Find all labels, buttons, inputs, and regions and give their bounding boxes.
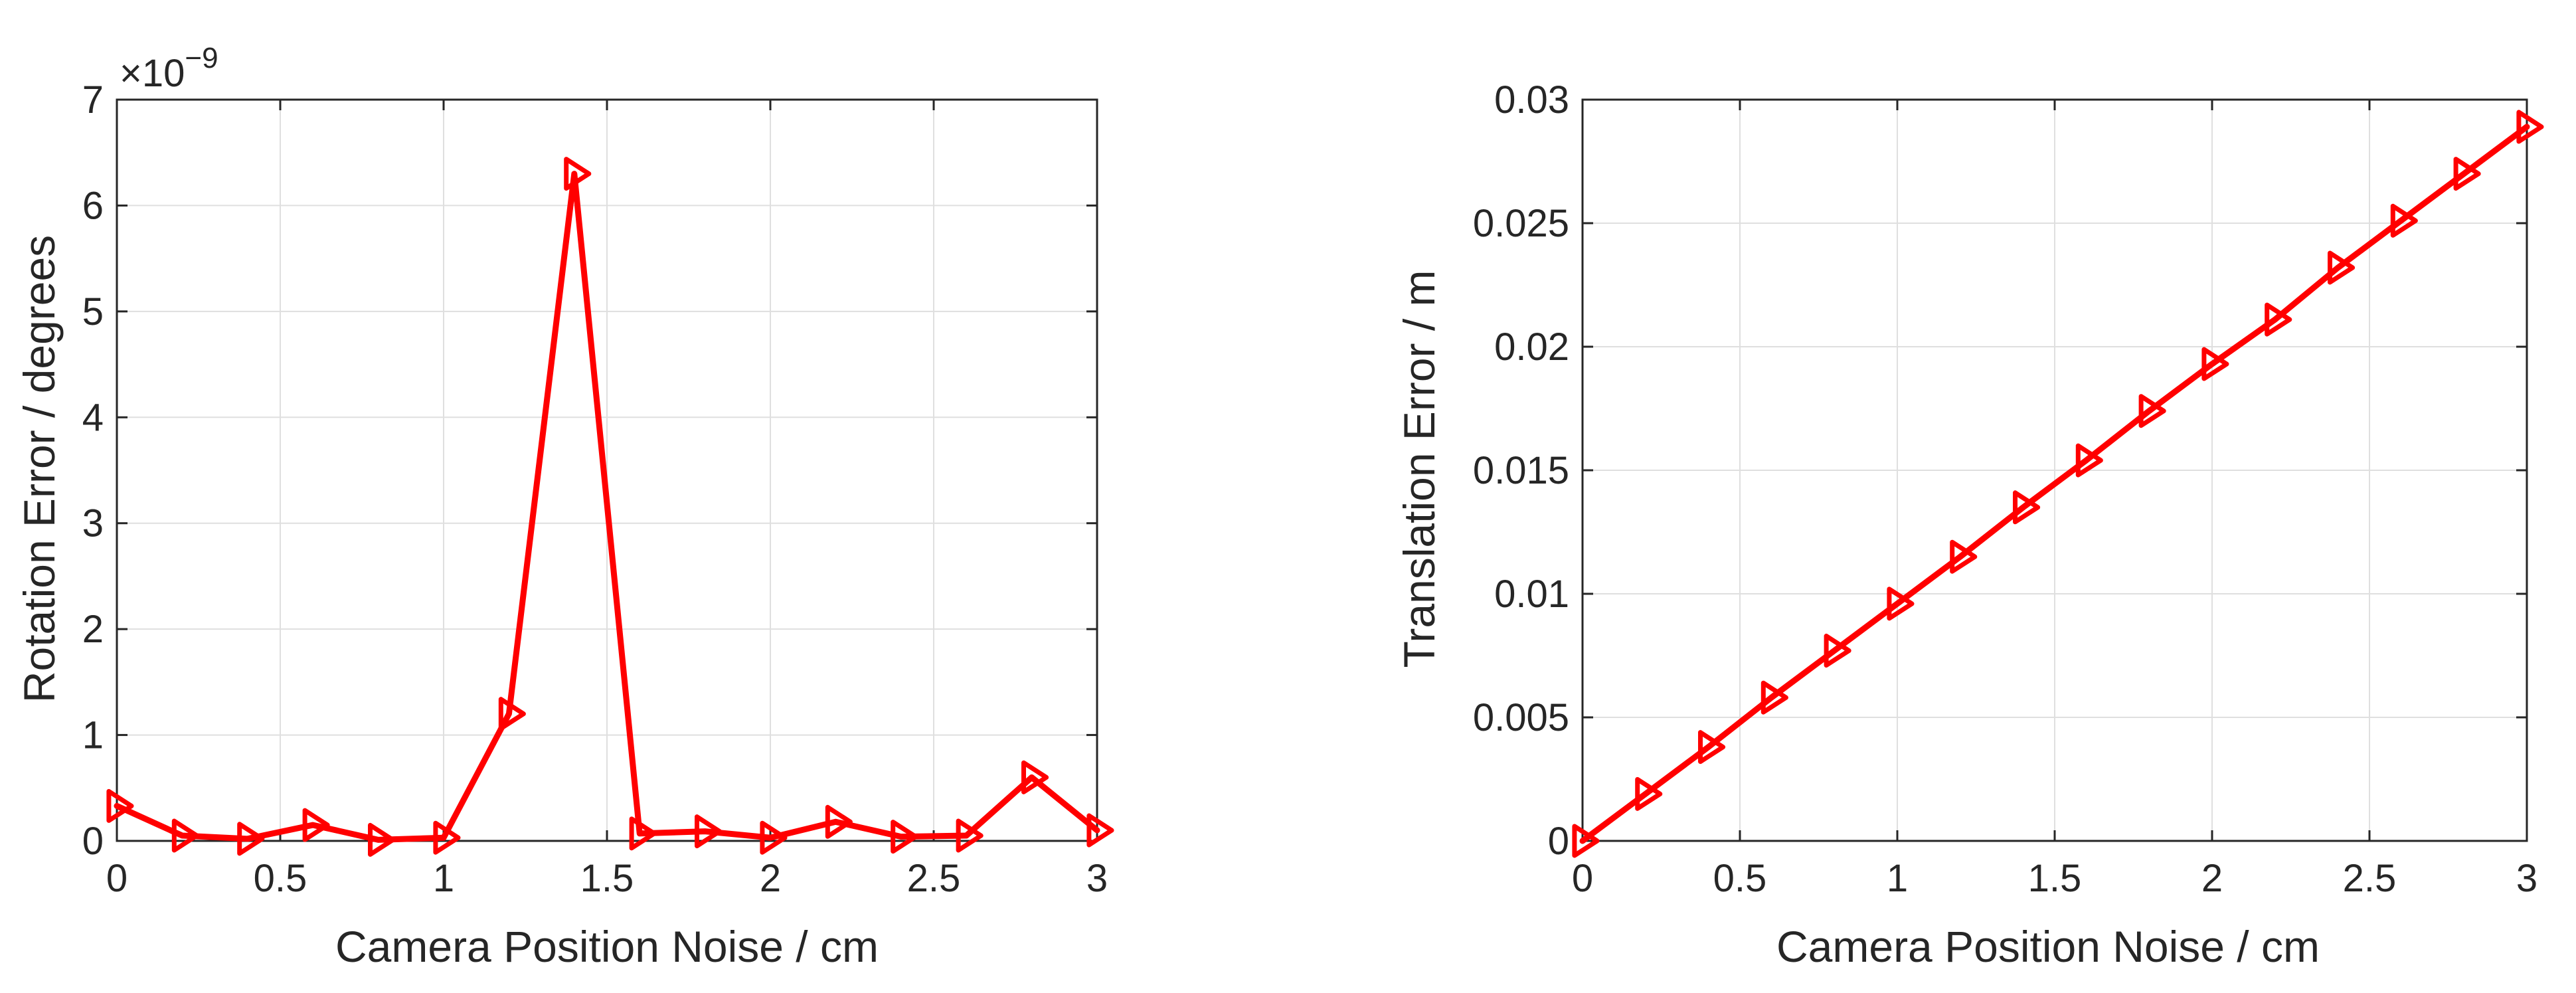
y-tick-label: 2 [82,608,104,651]
data-point-marker [1950,539,1978,574]
data-point-marker [2013,490,2041,525]
y-tick-label: 0 [1548,820,1569,863]
x-tick-label: 2 [760,857,781,900]
y-tick-label: 0.025 [1473,202,1569,245]
data-point-marker [1086,813,1114,848]
data-point-marker [1698,730,1726,765]
data-point-marker [695,814,723,849]
data-point-marker [498,697,526,731]
y-tick-label: 0.02 [1494,325,1569,369]
data-point-marker [2390,203,2418,238]
data-point-marker [368,822,396,857]
y-tick-label: 1 [82,714,104,757]
x-tick-label: 2.5 [907,857,961,900]
data-point-marker [629,816,657,851]
data-point-marker [2265,302,2292,337]
x-tick-label: 1 [1887,857,1908,900]
data-point-marker [302,808,330,842]
x-tick-label: 1 [433,857,454,900]
data-point-marker [1824,634,1851,668]
y-axis-title: Translation Error / m [1395,270,1444,668]
data-point-marker [106,788,134,823]
data-point-marker [433,820,461,855]
y-tick-label: 0 [82,820,104,863]
data-point-marker [2328,250,2356,285]
x-tick-label: 3 [2516,857,2537,900]
data-point-marker [760,820,788,855]
x-axis-title: Camera Position Noise / cm [1776,922,2320,971]
y-axis-title: Rotation Error / degrees [15,235,64,703]
x-tick-label: 1.5 [2028,857,2082,900]
y-tick-label: 3 [82,502,104,545]
data-point-marker [237,822,265,856]
data-point-marker [2201,347,2229,381]
x-tick-label: 0.5 [1713,857,1767,900]
exponent-multiplier: ×10 [120,52,185,95]
exponent-power: −9 [185,42,218,74]
data-point-marker [1021,760,1049,794]
data-point-marker [171,818,199,853]
rotation-error-chart: 0 0.5 1 1.5 2 2.5 3 0 1 2 3 4 5 6 7 Rotation Error / d… [15,42,1114,971]
x-axis-title: Camera Position Noise / cm [335,922,879,971]
y-tick-label: 0.005 [1473,696,1569,739]
data-point-marker [2138,394,2166,428]
x-tick-label: 0 [106,857,128,900]
data-point-marker [2453,157,2481,191]
data-point-marker [1572,824,1600,858]
y-tick-label: 0.03 [1494,78,1569,122]
plot-frame [1581,98,2528,842]
x-tick-label: 0.5 [254,857,307,900]
translation-error-chart: 0 0.5 1 1.5 2 2.5 3 0 0.005 0.01 0.015 0.02 0.025 0.0… [1395,78,2544,971]
y-tick-label: 0.01 [1494,573,1569,616]
plot-frame [116,98,1098,842]
x-tick-label: 3 [1086,857,1108,900]
data-point-marker [891,820,918,854]
y-tick-label: 4 [82,396,104,439]
data-point-marker [1760,680,1788,715]
data-point-marker [2516,110,2544,144]
data-point-marker [1887,587,1915,621]
y-tick-label: 5 [82,290,104,333]
x-tick-label: 2 [2201,857,2223,900]
y-tick-label: 0.015 [1473,449,1569,492]
y-tick-label: 6 [82,184,104,227]
x-tick-label: 1.5 [580,857,634,900]
data-point-marker [1635,776,1663,811]
data-point-marker [825,804,853,839]
x-tick-label: 0 [1572,857,1593,900]
x-tick-label: 2.5 [2343,857,2397,900]
data-point-marker [956,818,984,853]
series-line [114,171,1100,843]
data-point-marker [2075,443,2103,478]
series-line [1579,124,2530,844]
data-point-marker [564,157,592,191]
y-axis-exponent: ×10−9 [120,42,218,95]
y-tick-label: 7 [82,78,104,122]
